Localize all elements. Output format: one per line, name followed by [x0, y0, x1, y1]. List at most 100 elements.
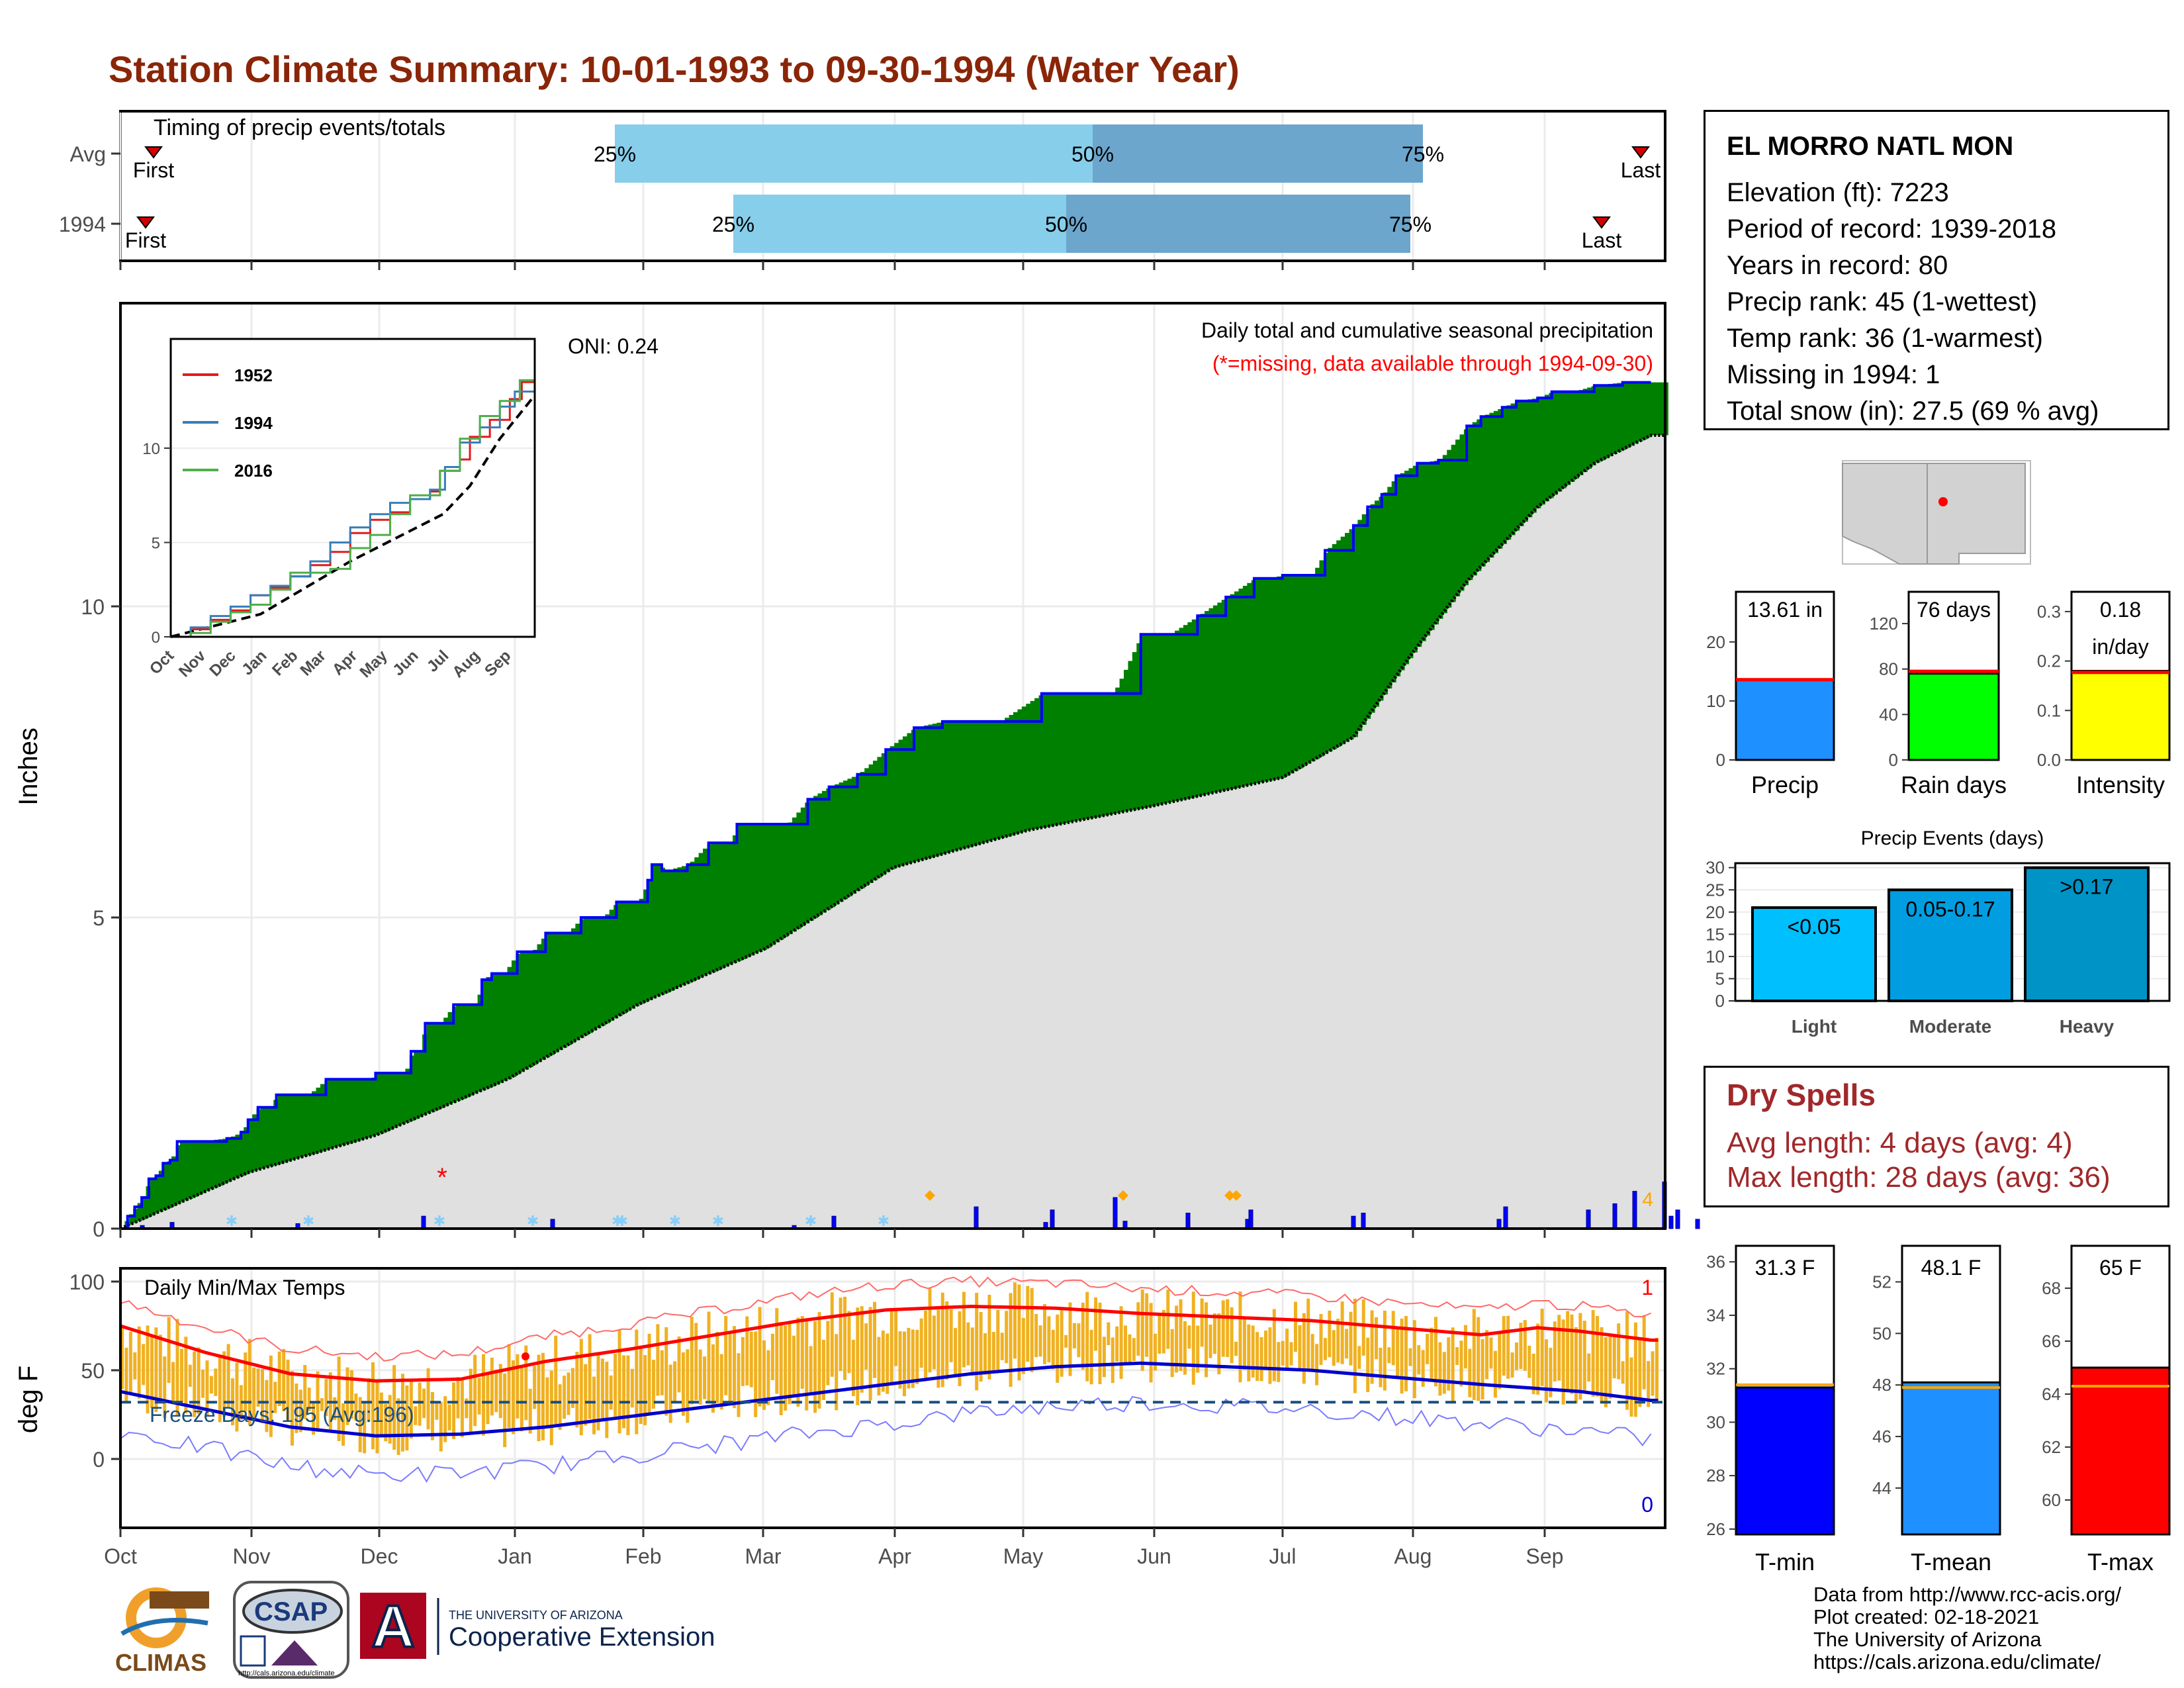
temp-daily-bar: [1578, 1313, 1582, 1400]
temp-daily-bar: [1357, 1346, 1361, 1369]
temp-daily-bar: [1442, 1352, 1446, 1394]
inset-legend-label: 1994: [234, 413, 273, 433]
temp-daily-bar: [1366, 1337, 1370, 1393]
precip-anomaly-fill: [1251, 580, 1256, 784]
temp-daily-bar: [1238, 1291, 1242, 1383]
temp-daily-bar: [248, 1338, 251, 1425]
temp-summary-label: T-min: [1755, 1548, 1815, 1575]
precip-anomaly-fill: [452, 1006, 457, 1103]
precip-anomaly-fill: [698, 853, 704, 978]
temp-daily-bar: [1047, 1316, 1051, 1363]
precip-summary-ytick-label: 0.0: [2037, 750, 2061, 770]
precip-summary-label: Rain days: [1901, 771, 2007, 798]
temp-daily-bar: [503, 1373, 507, 1448]
temp-daily-bar: [286, 1359, 290, 1421]
precip-anomaly-fill: [745, 824, 751, 958]
temp-daily-bar: [460, 1378, 464, 1438]
temp-daily-bar: [915, 1330, 919, 1384]
precip-anomaly-fill: [1208, 608, 1214, 794]
precip-anomaly-fill: [1191, 619, 1197, 798]
temp-daily-bar: [524, 1345, 528, 1421]
precip-anomaly-fill: [558, 933, 563, 1051]
temp-daily-bar: [1515, 1342, 1519, 1370]
precip-anomaly-fill: [1158, 634, 1163, 805]
precip-heavy-marker: [1118, 1190, 1128, 1201]
precip-anomaly-fill: [367, 1079, 372, 1138]
precip-anomaly-fill: [426, 1023, 432, 1114]
precip-anomaly-fill: [881, 753, 886, 875]
temp-daily-bar: [1319, 1314, 1323, 1365]
credits: Data from http://www.rcc-acis.org/ Plot …: [1813, 1583, 2121, 1673]
temp-xtick-label: Jun: [1137, 1544, 1171, 1568]
station-info-box: EL MORRO NATL MON Elevation (ft): 7223 P…: [1704, 110, 2169, 430]
precip-anomaly-fill: [707, 844, 712, 974]
temp-daily-bar: [770, 1333, 774, 1381]
events-ytick-label: 0: [1715, 991, 1725, 1011]
timing-p75-label: 75%: [1402, 142, 1444, 166]
precip-anomaly-fill: [1510, 403, 1516, 536]
timing-first-label: First: [125, 228, 166, 252]
precip-anomaly-fill: [349, 1079, 355, 1143]
temp-summary-ytick-label: 62: [2042, 1437, 2061, 1457]
precip-anomaly-fill: [549, 933, 555, 1055]
temp-daily-bar: [1498, 1332, 1502, 1389]
temp-daily-bar: [494, 1370, 498, 1413]
precip-anomaly-fill: [690, 861, 695, 982]
precip-cumulative-line: [120, 381, 1651, 1230]
precip-anomaly-fill: [715, 843, 721, 970]
precip-anomaly-fill: [1310, 575, 1316, 762]
temp-ylabel: deg F: [14, 1366, 43, 1433]
temp-daily-bar: [1621, 1361, 1625, 1384]
timing-bar-25-50: [733, 195, 1066, 253]
precip-anomaly-fill: [741, 824, 746, 959]
temp-daily-bar: [1107, 1322, 1111, 1346]
temp-xtick-label: Dec: [361, 1544, 398, 1568]
precip-anomaly-fill: [214, 1139, 219, 1188]
temp-daily-bar: [707, 1311, 711, 1403]
temp-daily-bar: [711, 1344, 715, 1413]
temp-daily-bar: [1549, 1348, 1553, 1397]
precip-snow-marker: ✱: [612, 1213, 623, 1229]
record-high-count: 1: [1641, 1276, 1653, 1299]
page-title: Station Climate Summary: 10-01-1993 to 0…: [109, 48, 1240, 90]
precip-daily-bar: [1675, 1209, 1680, 1229]
precip-anomaly-fill: [668, 869, 674, 991]
temp-daily-bar: [1315, 1344, 1319, 1385]
temp-daily-bar: [1242, 1319, 1246, 1370]
precip-anomaly-fill: [486, 976, 491, 1089]
temp-daily-bar: [273, 1382, 277, 1413]
precip-anomaly-fill: [864, 768, 870, 886]
precip-anomaly-fill: [1578, 390, 1584, 475]
timing-title: Timing of precip events/totals: [154, 115, 445, 140]
temp-daily-bar: [877, 1336, 881, 1396]
precip-anomaly-fill: [528, 951, 533, 1068]
precip-anomaly-fill: [991, 721, 997, 841]
temp-daily-bar: [1098, 1302, 1102, 1384]
temp-frame: [119, 1267, 1666, 1529]
temp-daily-bar: [414, 1406, 418, 1425]
temp-daily-bar: [363, 1402, 367, 1454]
precip-anomaly-fill: [154, 1176, 159, 1214]
temp-daily-bar: [1205, 1302, 1208, 1378]
precip-heavy-marker: [1231, 1190, 1242, 1201]
temp-daily-bar: [1561, 1319, 1565, 1405]
temp-daily-bar: [898, 1331, 902, 1389]
temp-xtick-label: Oct: [104, 1544, 137, 1568]
temp-daily-bar: [830, 1292, 834, 1377]
precip-anomaly-fill: [617, 902, 623, 1016]
temp-daily-bar: [1281, 1340, 1285, 1366]
temp-daily-bar: [133, 1352, 137, 1380]
precip-anomaly-fill: [762, 824, 768, 950]
temp-daily-bar: [1379, 1347, 1383, 1387]
precip-anomaly-fill: [396, 1073, 402, 1127]
temp-daily-bar: [167, 1317, 171, 1383]
precip-anomaly-fill: [167, 1161, 172, 1208]
temp-daily-bar: [197, 1347, 201, 1415]
precip-snow-marker: ✱: [805, 1213, 817, 1229]
temp-daily-bar: [260, 1369, 264, 1423]
precip-anomaly-fill: [1238, 588, 1244, 788]
precip-summary-ytick-label: 40: [1879, 704, 1898, 724]
precip-anomaly-fill: [1366, 508, 1371, 719]
precip-anomaly-fill: [1013, 712, 1019, 835]
timing-bar-25-50: [615, 124, 1093, 183]
